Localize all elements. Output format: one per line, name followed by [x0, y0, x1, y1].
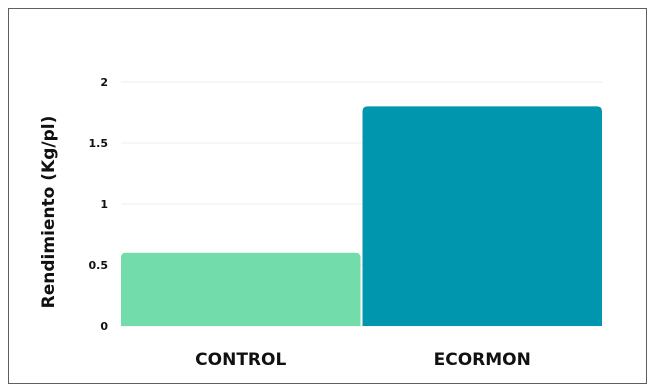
- y-tick-label: 0.5: [89, 259, 109, 272]
- category-label-control: CONTROL: [195, 350, 286, 370]
- bars: [121, 106, 602, 327]
- y-tick-label: 1.5: [89, 137, 109, 150]
- y-axis-label: Rendimiento (Kg/pl): [39, 116, 59, 309]
- y-tick-label: 0: [100, 320, 108, 333]
- y-tick-label: 2: [100, 76, 108, 89]
- category-label-ecormon: ECORMON: [434, 350, 531, 370]
- y-tick-label: 1: [100, 198, 108, 211]
- category-labels: CONTROL ECORMON: [195, 350, 531, 370]
- y-tick-labels: 0 0.5 1 1.5 2: [89, 76, 109, 333]
- bar-control: [121, 252, 361, 326]
- bar-ecormon: [362, 106, 602, 327]
